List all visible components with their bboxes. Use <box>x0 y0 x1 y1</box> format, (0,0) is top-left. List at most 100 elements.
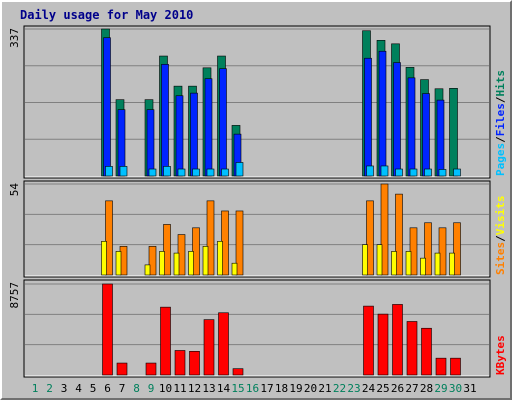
x-tick-label-11: 11 <box>173 382 186 395</box>
series-files <box>103 37 445 177</box>
bar-visits-day-14 <box>217 240 223 276</box>
x-tick-label-15: 15 <box>231 382 244 395</box>
bar-files-day-11 <box>175 95 184 177</box>
x-tick-label-14: 14 <box>217 382 231 395</box>
bar-kbytes-day-26 <box>392 304 403 376</box>
x-tick-label-5: 5 <box>90 382 97 395</box>
bar-files-day-14 <box>219 68 227 177</box>
legend-hits: Hits <box>494 70 507 97</box>
bar-sites-day-13 <box>206 200 215 276</box>
bar-files-day-10 <box>161 64 169 177</box>
bar-sites-day-24 <box>366 200 374 276</box>
x-tick-label-9: 9 <box>148 382 155 395</box>
bar-pages-day-9 <box>148 168 157 177</box>
bar-visits-day-24 <box>362 244 368 276</box>
bar-pages-day-7 <box>119 166 128 177</box>
bar-pages-day-6 <box>105 166 113 177</box>
max-label: 8757 <box>8 282 21 309</box>
bar-visits-day-29 <box>434 252 441 276</box>
x-tick-label-8: 8 <box>133 382 140 395</box>
bar-visits-day-9 <box>144 264 151 276</box>
bar-sites-day-15 <box>235 210 244 276</box>
panel-kbytes: 8757 KBytes <box>8 279 507 378</box>
bar-visits-day-28 <box>420 257 426 276</box>
bar-visits-day-11 <box>173 252 180 276</box>
bar-visits-day-15 <box>231 262 238 276</box>
bar-files-day-12 <box>190 92 198 177</box>
bar-visits-day-7 <box>115 251 122 276</box>
bar-kbytes-day-10 <box>160 306 171 376</box>
bar-sites-day-28 <box>424 222 432 276</box>
x-tick-label-17: 17 <box>260 382 273 395</box>
bar-files-day-29 <box>436 99 445 177</box>
bar-pages-day-10 <box>163 166 171 177</box>
legend-kbytes: KBytes <box>494 335 507 375</box>
legend-: / <box>494 136 507 143</box>
panel-sites-visits: 54 Sites/Visits <box>8 180 507 278</box>
bar-kbytes-day-30 <box>450 357 461 376</box>
bar-kbytes-day-15 <box>232 368 244 376</box>
bar-kbytes-day-27 <box>406 321 418 376</box>
x-tick-label-1: 1 <box>32 382 39 395</box>
bar-pages-day-14 <box>221 168 229 177</box>
bar-kbytes-day-28 <box>421 327 432 376</box>
bar-pages-day-25 <box>380 165 389 177</box>
bar-kbytes-day-13 <box>203 319 215 376</box>
x-tick-label-4: 4 <box>75 382 82 395</box>
bar-kbytes-day-12 <box>189 351 200 376</box>
x-tick-label-30: 30 <box>449 382 462 395</box>
x-tick-label-3: 3 <box>61 382 68 395</box>
x-tick-label-2: 2 <box>46 382 53 395</box>
x-tick-label-20: 20 <box>304 382 317 395</box>
bar-sites-day-29 <box>438 227 447 276</box>
legend-pages: Pages <box>494 143 507 176</box>
bar-kbytes-day-24 <box>363 305 374 376</box>
bar-pages-day-26 <box>395 168 403 177</box>
x-tick-label-31: 31 <box>463 382 476 395</box>
x-tick-label-29: 29 <box>434 382 447 395</box>
legend: Pages/Files/Hits <box>494 70 507 176</box>
x-tick-label-19: 19 <box>289 382 302 395</box>
bar-pages-day-24 <box>366 165 374 177</box>
bar-kbytes-day-9 <box>145 362 157 376</box>
bar-pages-day-15 <box>235 162 244 177</box>
max-label: 337 <box>8 28 21 48</box>
bar-pages-day-13 <box>206 168 215 177</box>
series-visits <box>101 240 455 276</box>
bar-files-day-24 <box>364 57 372 177</box>
bar-files-day-13 <box>204 78 213 177</box>
legend-files: Files <box>494 103 507 136</box>
bar-pages-day-11 <box>177 168 186 177</box>
bar-kbytes-day-29 <box>435 357 447 376</box>
chart-title: Daily usage for May 2010 <box>20 8 193 22</box>
bar-visits-day-30 <box>449 252 455 276</box>
x-tick-label-7: 7 <box>119 382 126 395</box>
bar-kbytes-day-25 <box>377 313 389 376</box>
legend: KBytes <box>494 335 507 375</box>
bar-files-day-7 <box>117 109 126 177</box>
bar-hits-day-30 <box>449 88 458 177</box>
legend: Sites/Visits <box>494 196 507 276</box>
bar-kbytes-day-7 <box>116 362 128 376</box>
bar-sites-day-25 <box>380 183 389 276</box>
x-tick-label-25: 25 <box>376 382 389 395</box>
bar-sites-day-10 <box>163 224 171 276</box>
x-tick-label-10: 10 <box>159 382 172 395</box>
x-tick-label-6: 6 <box>104 382 111 395</box>
x-tick-label-21: 21 <box>318 382 331 395</box>
bar-sites-day-26 <box>395 193 403 276</box>
bar-pages-day-30 <box>453 168 461 177</box>
bar-visits-day-25 <box>376 244 383 276</box>
bar-pages-day-29 <box>438 169 447 177</box>
bar-files-day-28 <box>422 93 430 177</box>
bar-sites-day-30 <box>453 222 461 276</box>
bar-pages-day-27 <box>409 168 418 177</box>
x-tick-label-18: 18 <box>275 382 288 395</box>
bar-files-day-6 <box>103 37 111 177</box>
x-tick-label-13: 13 <box>202 382 215 395</box>
plot-area <box>23 279 491 378</box>
bar-visits-day-13 <box>202 246 209 276</box>
bar-kbytes-day-11 <box>174 350 186 376</box>
